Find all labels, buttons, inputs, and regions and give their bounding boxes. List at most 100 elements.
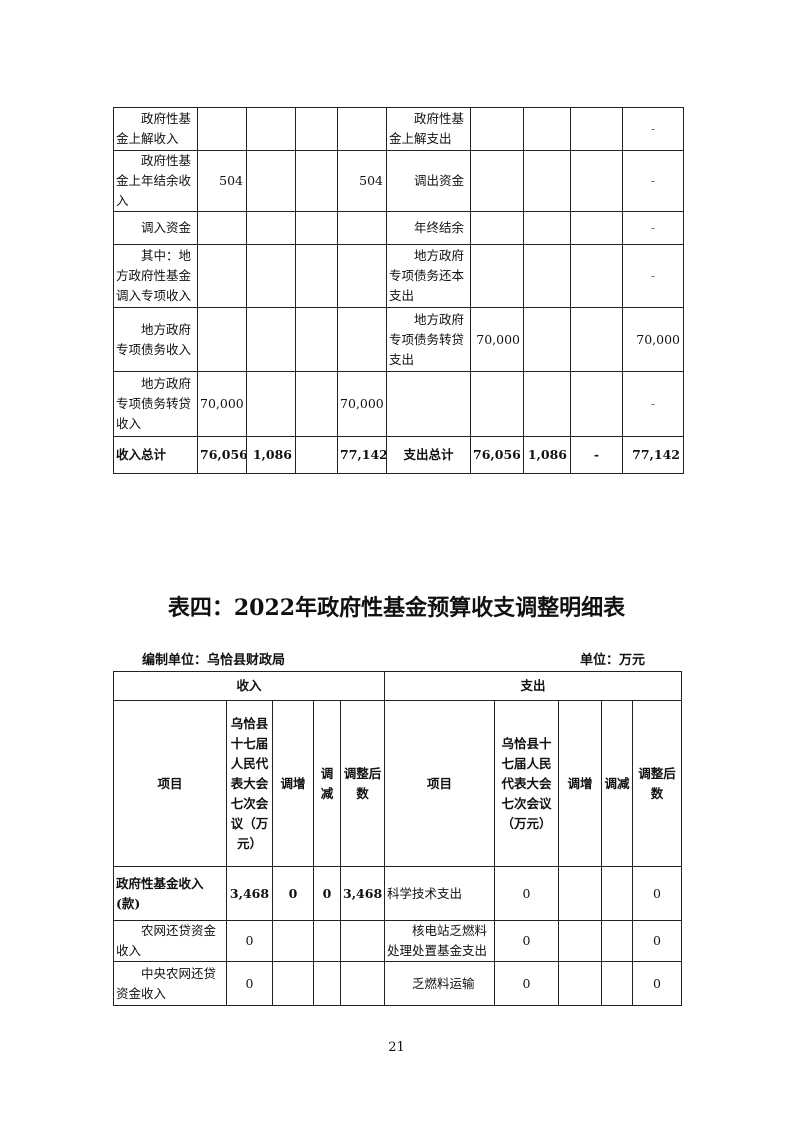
cell-out-v1 <box>470 150 524 212</box>
header-in-3: 调减 <box>313 700 341 867</box>
cell-out-v4: - <box>622 371 684 437</box>
cell-in-v1 <box>197 211 247 245</box>
cell-in-v1: 0 <box>226 961 273 1006</box>
cell-in-v4 <box>337 307 387 372</box>
cell-in-v3 <box>295 244 338 308</box>
cell-out-item <box>386 371 471 437</box>
cell-out-v1 <box>470 107 524 151</box>
cell-in-item: 地方政府专项债务收入 <box>113 307 198 372</box>
cell-out-v2 <box>523 244 571 308</box>
cell-out-v2 <box>523 107 571 151</box>
table-title: 表四：2022年政府性基金预算收支调整明细表 <box>167 595 626 621</box>
cell-out-item: 地方政府专项债务转贷支出 <box>386 307 471 372</box>
cell-out-v4: - <box>622 150 684 212</box>
cell-out-v2 <box>558 920 603 962</box>
cell-out-v2 <box>523 211 571 245</box>
cell-out-v3 <box>570 211 623 245</box>
cell-out-v1: 0 <box>494 920 560 962</box>
cell-out-item: 年终结余 <box>386 211 471 245</box>
cell-in-v2 <box>246 307 296 372</box>
cell-in-v4 <box>337 211 387 245</box>
cell-in-v4: 70,000 <box>337 371 387 437</box>
cell-out-v1 <box>470 244 524 308</box>
cell-out-v4: - <box>622 107 684 151</box>
cell-out-v3 <box>570 371 623 437</box>
cell-out-v1 <box>470 371 524 437</box>
cell-in-v2 <box>246 371 296 437</box>
total-in-v4: 77,142 <box>337 436 387 474</box>
cell-in-v3 <box>295 150 338 212</box>
page-number: 21 <box>388 1040 405 1055</box>
fund-budget-table-continued: 政府性基金上解收入 政府性基金上解支出 - 政府性基金上年结余收入 504 504 调出资金… <box>113 107 684 474</box>
cell-in-v4 <box>337 244 387 308</box>
cell-out-item: 核电站乏燃料处理处置基金支出 <box>384 920 496 962</box>
cell-out-v3 <box>601 920 634 962</box>
cell-in-v2 <box>246 107 296 151</box>
cell-in-v4 <box>339 961 386 1006</box>
cell-in-v3 <box>295 211 338 245</box>
total-in-v1: 76,056 <box>197 436 247 474</box>
cell-in-item: 地方政府专项债务转贷收入 <box>113 371 198 437</box>
cell-in-item: 农网还贷资金收入 <box>113 920 227 962</box>
table-row: 地方政府专项债务收入 地方政府专项债务转贷支出 70,000 70,000 <box>113 307 684 372</box>
cell-out-item: 地方政府专项债务还本支出 <box>386 244 471 308</box>
total-row: 收入总计 76,056 1,086 77,142 支出总计 76,056 1,086-77,… <box>113 436 684 474</box>
cell-out-v1: 0 <box>494 866 560 921</box>
total-out-v1: 76,056 <box>470 436 524 474</box>
cell-out-v1: 70,000 <box>470 307 524 372</box>
cell-out-v2 <box>558 961 603 1006</box>
cell-in-v3: 0 <box>313 866 341 921</box>
table-row: 农网还贷资金收入 0 核电站乏燃料处理处置基金支出 0 0 <box>113 920 683 962</box>
expense-group-header: 支出 <box>384 671 683 701</box>
cell-out-v3 <box>570 150 623 212</box>
total-in-item: 收入总计 <box>113 436 198 474</box>
cell-out-v4: 0 <box>632 920 683 962</box>
fund-budget-adjustment-table: 收入 支出 项目 乌恰县十七届人民代表大会七次会议（万元） 调增 调减 调整后数 项目 乌恰… <box>112 671 683 1006</box>
cell-in-v3 <box>295 307 338 372</box>
cell-in-item: 政府性基金上年结余收入 <box>113 150 198 212</box>
cell-out-v4: - <box>622 244 684 308</box>
cell-out-v4: 0 <box>632 961 683 1006</box>
cell-in-v4: 3,468 <box>339 866 386 921</box>
header-in-1: 乌恰县十七届人民代表大会七次会议（万元） <box>226 700 273 867</box>
cell-in-v1: 0 <box>226 920 273 962</box>
cell-in-v1: 70,000 <box>197 371 247 437</box>
cell-in-v3 <box>313 920 341 962</box>
total-in-v3 <box>295 436 338 474</box>
cell-out-v2 <box>523 371 571 437</box>
cell-out-v4: 70,000 <box>622 307 684 372</box>
cell-out-v3 <box>601 866 634 921</box>
table-row: 政府性基金上年结余收入 504 504 调出资金 - <box>113 150 684 212</box>
cell-in-v2 <box>246 150 296 212</box>
total-out-v2: 1,086 <box>523 436 571 474</box>
cell-in-v2 <box>246 244 296 308</box>
total-out-v3: - <box>570 436 623 474</box>
cell-out-v3 <box>601 961 634 1006</box>
cell-in-v4 <box>337 107 387 151</box>
table-row: 中央农网还贷资金收入 0 乏燃料运输 0 0 <box>113 961 683 1006</box>
cell-in-item: 调入资金 <box>113 211 198 245</box>
header-in-0: 项目 <box>113 700 227 867</box>
cell-in-v2 <box>272 961 314 1006</box>
header-out-4: 调整后数 <box>632 700 683 867</box>
total-in-v2: 1,086 <box>246 436 296 474</box>
cell-in-v2 <box>246 211 296 245</box>
header-out-3: 调减 <box>601 700 634 867</box>
unit-label: 单位：万元 <box>580 653 646 668</box>
cell-in-v4: 504 <box>337 150 387 212</box>
cell-in-v1: 504 <box>197 150 247 212</box>
cell-out-v1: 0 <box>494 961 560 1006</box>
cell-out-v3 <box>570 244 623 308</box>
header-out-1: 乌恰县十七届人民代表大会七次会议（万元） <box>494 700 560 867</box>
table-row: 地方政府专项债务转贷收入 70,000 70,000- <box>113 371 684 437</box>
cell-out-v3 <box>570 307 623 372</box>
cell-out-v1 <box>470 211 524 245</box>
table-row: 政府性基金上解收入 政府性基金上解支出 - <box>113 107 684 151</box>
cell-in-v2 <box>272 920 314 962</box>
compiler-label: 编制单位：乌恰县财政局 <box>142 653 286 668</box>
cell-out-v4: 0 <box>632 866 683 921</box>
header-in-4: 调整后数 <box>339 700 386 867</box>
cell-in-v2: 0 <box>272 866 314 921</box>
header-out-0: 项目 <box>384 700 496 867</box>
